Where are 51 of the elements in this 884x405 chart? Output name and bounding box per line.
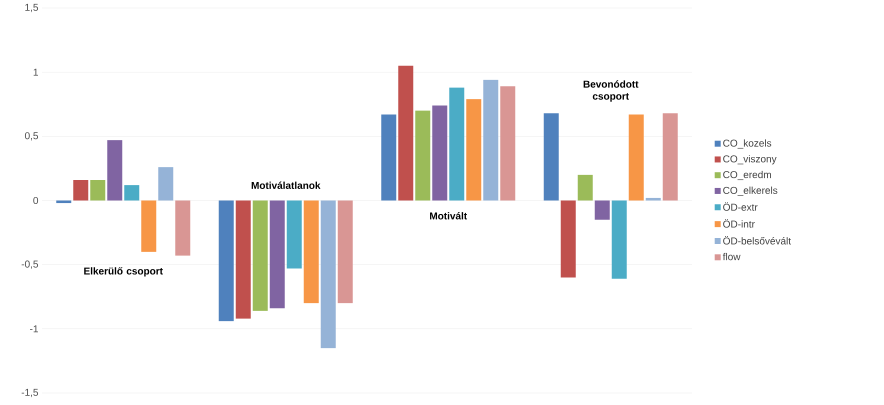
bar (56, 200, 72, 204)
y-tick-label: -1,5 (22, 388, 38, 398)
bar (594, 200, 610, 220)
x-tick-label: Elkerülő csoport (84, 267, 163, 277)
legend-label: CO_eredm (723, 170, 771, 180)
y-tick-label: 1,5 (25, 4, 38, 12)
bar (628, 114, 644, 200)
bar (662, 113, 678, 200)
legend-label: ÖD-belsővévált (723, 236, 791, 245)
bar (381, 114, 396, 200)
bar (466, 99, 482, 200)
y-tick-label: 0 (33, 196, 38, 204)
legend-label: CO_viszony (723, 155, 777, 164)
bar (270, 200, 285, 308)
bar (158, 167, 174, 200)
bar (544, 113, 559, 200)
legend-label: flow (722, 252, 741, 260)
bar (236, 200, 251, 319)
legend-label: CO_elkerels (723, 186, 778, 196)
y-tick-label: 1 (34, 68, 38, 76)
bar (304, 200, 319, 304)
y-tick-label: -1 (30, 325, 38, 332)
bar (73, 180, 88, 200)
legend-label: ÖD-intr (723, 219, 755, 228)
x-tick-label: Motivált (430, 212, 468, 220)
bar (560, 200, 576, 278)
bar (415, 110, 430, 200)
bar (218, 200, 234, 322)
bar (398, 66, 414, 200)
bar (90, 180, 106, 200)
legend-label: CO_kozels (723, 139, 772, 149)
bar (141, 200, 156, 252)
x-tick-label: Motiválatlanok (252, 182, 320, 189)
bar (286, 200, 302, 269)
bar (124, 185, 140, 200)
bar (483, 80, 498, 200)
x-tick-label: Bevonódott csoport (584, 80, 638, 102)
legend-label: ÖD-extr (723, 202, 758, 211)
bar (612, 200, 627, 279)
y-tick-label: 0,5 (24, 132, 38, 140)
bar (500, 86, 516, 200)
bar (432, 106, 448, 200)
bar (578, 174, 593, 200)
bar (646, 198, 661, 200)
bar (175, 200, 190, 256)
bar (252, 200, 268, 311)
bar (449, 88, 464, 200)
bar (107, 140, 122, 200)
y-tick-label: -0,5 (22, 260, 38, 269)
bar (338, 200, 353, 304)
bar (320, 200, 336, 348)
